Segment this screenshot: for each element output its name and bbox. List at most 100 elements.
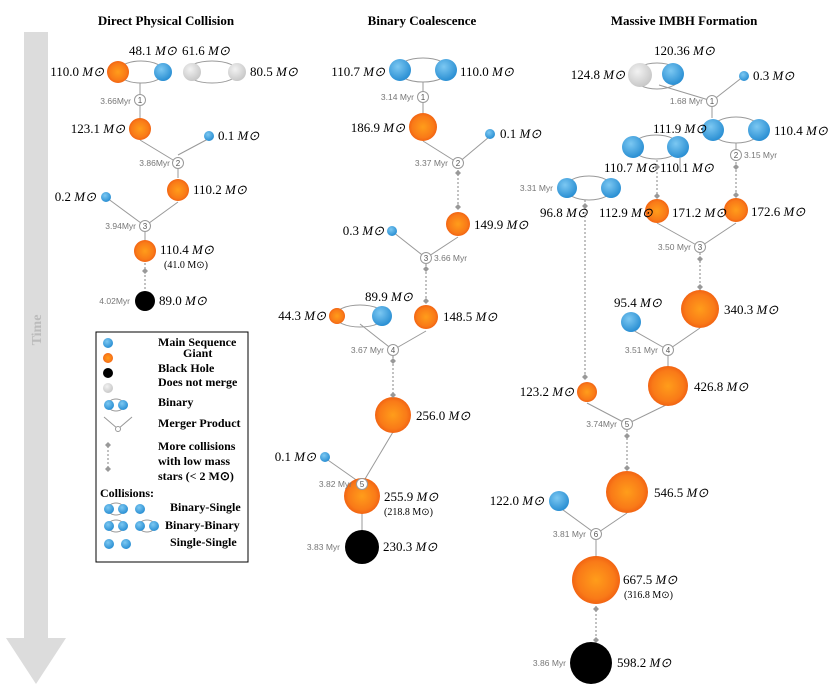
mass-label: 546.5 M⊙ xyxy=(654,485,708,500)
giant-star xyxy=(344,478,380,514)
mass-label: 110.0 M⊙ xyxy=(460,64,514,79)
giant-star xyxy=(645,199,669,223)
main-sequence-star xyxy=(748,119,770,141)
giant-star xyxy=(134,240,156,262)
mass-label: 110.2 M⊙ xyxy=(193,182,247,197)
legend-collisions-heading: Collisions: xyxy=(100,486,154,500)
giant-star xyxy=(648,366,688,406)
mass-label: 0.2 M⊙ xyxy=(55,189,96,204)
mass-sublabel: (316.8 M⊙) xyxy=(624,590,673,601)
mass-label: 110.0 M⊙ xyxy=(50,64,104,79)
giant-star xyxy=(103,353,113,363)
main-sequence-star xyxy=(662,63,684,85)
mass-label: 110.4 M⊙ xyxy=(160,242,214,257)
giant-star xyxy=(409,113,437,141)
title-direct-collision: Direct Physical Collision xyxy=(98,13,235,28)
mass-label: 124.8 M⊙ xyxy=(571,67,625,82)
time-stamp: 3.66 Myr xyxy=(434,253,467,263)
time-stamp: 3.51 Myr xyxy=(625,345,658,355)
mass-label: 120.36 M⊙ xyxy=(654,43,715,58)
imbh-formation-tree: 1 2 3 4 5 6 120.36 M⊙ 124.8 M⊙ 0.3 M⊙ 1.… xyxy=(490,43,828,684)
non-merging-star xyxy=(228,63,246,81)
time-stamp: 4.02Myr xyxy=(99,296,130,306)
title-binary-coalescence: Binary Coalescence xyxy=(368,13,477,28)
title-imbh-formation: Massive IMBH Formation xyxy=(611,13,758,28)
mass-label: 0.1 M⊙ xyxy=(275,449,316,464)
mass-label: 44.3 M⊙ xyxy=(278,308,326,323)
mass-label: 110.1 M⊙ xyxy=(660,160,714,175)
main-sequence-star xyxy=(372,306,392,326)
mass-label: 80.5 M⊙ xyxy=(250,64,298,79)
mass-sublabel: (41.0 M⊙) xyxy=(164,260,208,271)
main-sequence-star xyxy=(149,521,159,531)
step-number: 3 xyxy=(698,243,703,252)
mass-label: 598.2 M⊙ xyxy=(617,655,671,670)
direct-collision-tree: 1 2 3 110.0 M⊙ 48.1 M⊙ 61.6 M⊙ 80.5 M⊙ 3… xyxy=(50,43,298,311)
legend-merger-product: Merger Product xyxy=(158,416,241,430)
time-stamp: 3.83 Myr xyxy=(307,542,340,552)
legend-more-collisions-2: with low mass xyxy=(158,454,230,468)
time-stamp: 3.81 Myr xyxy=(553,529,586,539)
mass-label: 0.1 M⊙ xyxy=(500,126,541,141)
main-sequence-star xyxy=(389,59,411,81)
main-sequence-star xyxy=(154,63,172,81)
mass-label: 149.9 M⊙ xyxy=(474,217,528,232)
time-stamp: 3.67 Myr xyxy=(351,345,384,355)
time-stamp: 3.31 Myr xyxy=(520,183,553,193)
time-stamp: 3.37 Myr xyxy=(415,158,448,168)
giant-star xyxy=(167,179,189,201)
step-number: 2 xyxy=(176,159,181,168)
main-sequence-star xyxy=(118,521,128,531)
mass-label: 110.4 M⊙ xyxy=(774,123,828,138)
main-sequence-star xyxy=(118,504,128,514)
main-sequence-star xyxy=(621,312,641,332)
binary-coalescence-tree: 1 2 3 4 5 110.7 M⊙ 110.0 M⊙ 3.14 Myr 186… xyxy=(275,57,541,564)
time-arrow: Time xyxy=(6,32,66,684)
step-number: 4 xyxy=(391,346,396,355)
main-sequence-star xyxy=(101,192,111,202)
main-sequence-star xyxy=(622,136,644,158)
main-sequence-star xyxy=(387,226,397,236)
giant-star xyxy=(572,556,620,604)
main-sequence-star xyxy=(104,539,114,549)
main-sequence-star xyxy=(135,504,145,514)
step-number: 2 xyxy=(734,151,739,160)
main-sequence-star xyxy=(320,452,330,462)
main-sequence-star xyxy=(118,400,128,410)
mass-label: 256.0 M⊙ xyxy=(416,408,470,423)
step-number: 4 xyxy=(666,346,671,355)
mass-label: 230.3 M⊙ xyxy=(383,539,437,554)
step-number: 1 xyxy=(710,97,715,106)
time-stamp: 3.74Myr xyxy=(586,419,617,429)
legend-more-collisions-1: More collisions xyxy=(158,439,236,453)
black-hole xyxy=(135,291,155,311)
mass-label: 95.4 M⊙ xyxy=(614,295,662,310)
legend-binary: Binary xyxy=(158,395,193,409)
mass-label: 123.2 M⊙ xyxy=(520,384,574,399)
step-number: 5 xyxy=(625,420,630,429)
main-sequence-star xyxy=(549,491,569,511)
step-number: 2 xyxy=(456,159,461,168)
step-number: 5 xyxy=(360,480,365,489)
giant-star xyxy=(329,308,345,324)
time-stamp: 3.15 Myr xyxy=(744,150,777,160)
mass-label: 340.3 M⊙ xyxy=(724,302,778,317)
legend-does-not-merge: Does not merge xyxy=(158,375,238,389)
mass-label: 0.1 M⊙ xyxy=(218,128,259,143)
giant-star xyxy=(129,118,151,140)
mass-sublabel: (218.8 M⊙) xyxy=(384,507,433,518)
main-sequence-star xyxy=(103,338,113,348)
non-merging-star xyxy=(103,383,113,393)
legend-giant: Giant xyxy=(183,346,212,360)
mass-label: 186.9 M⊙ xyxy=(351,120,405,135)
non-merging-star xyxy=(183,63,201,81)
mass-label: 89.9 M⊙ xyxy=(365,289,413,304)
giant-star xyxy=(375,397,411,433)
mass-label: 110.7 M⊙ xyxy=(604,160,658,175)
mass-label: 48.1 M⊙ xyxy=(129,43,177,58)
time-stamp: 1.68 Myr xyxy=(670,96,703,106)
giant-star xyxy=(446,212,470,236)
step-number: 6 xyxy=(594,530,599,539)
mass-label: 171.2 M⊙ xyxy=(672,205,726,220)
black-hole xyxy=(345,530,379,564)
